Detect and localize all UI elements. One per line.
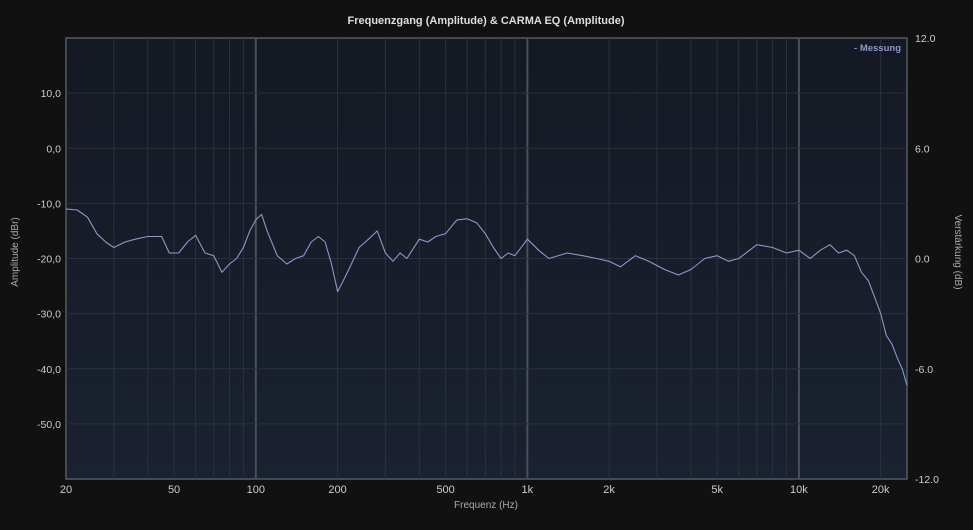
y2-tick-label: -6.0: [915, 364, 933, 376]
y-tick-label: -20,0: [37, 254, 61, 266]
y-tick-label: -50,0: [37, 419, 61, 431]
x-tick-label: 2k: [603, 484, 615, 496]
y-axis-label: Amplitude (dBr): [10, 217, 21, 286]
y-tick-label: -40,0: [37, 364, 61, 376]
legend-item-messung[interactable]: - Messung: [854, 43, 901, 54]
x-tick-label: 20: [60, 484, 72, 496]
x-tick-label: 10k: [790, 484, 808, 496]
x-tick-label: 500: [436, 484, 454, 496]
y-axis-ticks: 10,0 0,0 -10,0 -20,0 -30,0 -40,0 -50,0: [37, 88, 61, 431]
x-tick-label: 5k: [711, 484, 723, 496]
x-tick-label: 20k: [872, 484, 890, 496]
y-tick-label: -30,0: [37, 309, 61, 321]
x-tick-label: 200: [328, 484, 346, 496]
x-tick-label: 50: [168, 484, 180, 496]
x-tick-label: 1k: [522, 484, 534, 496]
chart-title: Frequenzgang (Amplitude) & CARMA EQ (Amp…: [347, 15, 624, 27]
y2-tick-label: -12.0: [915, 474, 939, 486]
x-tick-label: 100: [247, 484, 265, 496]
series-line-messung: [65, 208, 908, 386]
y2-axis-ticks: 12.0 6.0 0.0 -6.0 -12.0: [915, 33, 939, 486]
y2-tick-label: 0.0: [915, 254, 930, 266]
y2-tick-label: 12.0: [915, 33, 936, 45]
y-tick-label: 10,0: [41, 88, 62, 100]
y-tick-label: 0,0: [46, 143, 61, 155]
x-axis-label: Frequenz (Hz): [454, 500, 518, 511]
y2-tick-label: 6.0: [915, 143, 930, 155]
grid-lines: [66, 38, 907, 479]
x-axis-ticks: 20 50 100 200 500 1k 2k 5k 10k 20k: [60, 484, 890, 496]
y2-axis-label: Verstärkung (dB): [952, 214, 963, 289]
y-tick-label: -10,0: [37, 198, 61, 210]
